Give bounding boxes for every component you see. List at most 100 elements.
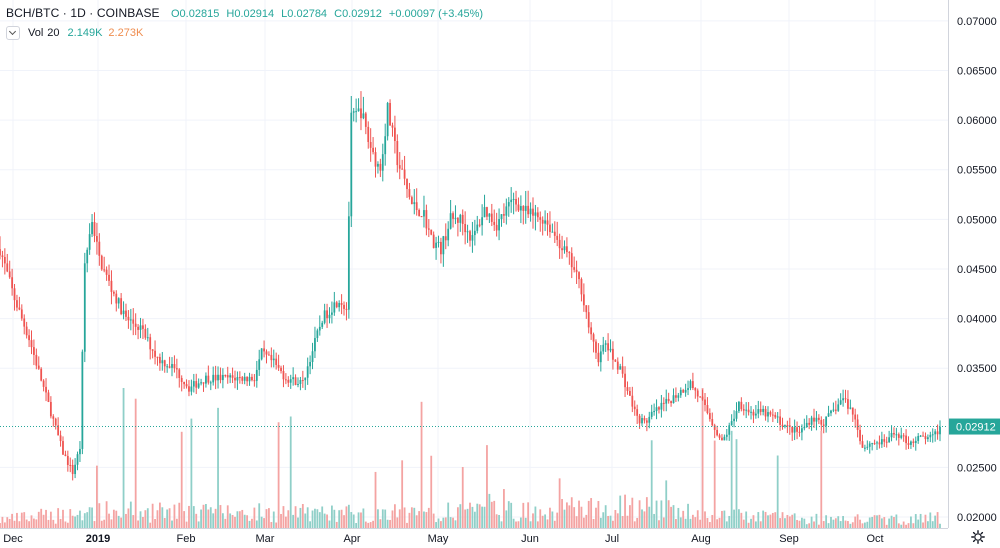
volume-bar [573,507,576,528]
candle-body [713,425,716,430]
volume-bar [292,514,295,528]
candle-body [275,358,278,365]
candle-body [432,234,435,248]
volume-bar [163,518,166,528]
x-tick-label: Aug [691,533,711,545]
volume-bar [774,512,777,528]
candle-body [192,381,195,387]
volume-bar [260,516,263,528]
candle-body [769,412,772,415]
chevron-down-icon[interactable] [6,26,20,40]
volume-bar [444,517,447,528]
candle-body [517,204,520,211]
candle-body [704,399,706,406]
candle-body [939,426,941,435]
candle-body [117,298,120,304]
volume-bar [158,502,161,528]
volume-bar [839,521,842,528]
volume-bar [621,516,624,528]
volume-bar [355,523,358,528]
volume-bar [270,522,273,528]
candle-body [529,208,532,215]
volume-bar [711,514,714,528]
volume-bar [478,504,481,528]
x-tick-label: Jun [521,533,539,545]
volume-bar [893,516,895,528]
volume-bar [926,521,929,528]
symbol-title[interactable]: BCH/BTC · 1D · COINBASE [6,6,160,20]
volume-bar [650,440,653,528]
volume-bar [321,506,324,528]
candle-body [495,224,498,231]
volume-bar [754,521,757,528]
candle-body [23,318,26,327]
volume-label[interactable]: Vol [28,27,44,39]
candle-body [817,417,820,420]
candle-body [326,310,328,319]
volume-bar [832,519,835,528]
candle-body [144,328,147,338]
candle-body [754,413,757,416]
x-tick-label: Feb [177,533,196,545]
volume-bar [316,509,319,528]
candle-body [801,428,803,433]
volume-bar [871,516,874,528]
candle-body [469,231,471,241]
gear-icon[interactable] [971,530,985,544]
candle-body [648,416,651,423]
candle-body [386,102,389,137]
volume-bar [98,503,101,528]
candle-body [854,414,857,420]
y-tick-label: 0.02500 [957,462,997,474]
volume-bar [461,467,464,528]
candle-body [13,288,16,301]
volume-bar [268,508,270,528]
candle-body [47,392,50,402]
volume-bar [413,507,416,528]
volume-bar [93,521,96,528]
candle-body [6,263,9,272]
volume-bar [71,515,74,528]
volume-bar [771,512,774,528]
volume-bar [272,511,275,528]
candle-body [212,374,215,383]
candle-body [861,441,864,448]
candle-body [512,198,515,200]
candle-body [602,344,605,352]
volume-bar [347,504,350,528]
candle-body [311,351,314,362]
volume-bar [716,519,719,528]
volume-bar [449,517,452,528]
candle-body [449,213,452,229]
volume-bar [372,520,374,528]
volume-bar [105,501,108,528]
volume-bar [86,512,89,528]
candle-body [253,380,256,382]
candle-body [510,199,513,203]
candle-body [219,374,222,381]
volume-bar [706,517,709,528]
volume-bar [66,522,69,528]
candle-body [112,291,115,294]
volume-bar [851,522,854,528]
volume-bar [476,503,479,528]
volume-bar [282,506,285,528]
volume-bar [759,521,762,528]
volume-bar [682,510,685,528]
candle-body [466,231,469,233]
volume-bar [847,521,849,528]
candle-body [536,212,539,218]
volume-bar [335,521,338,528]
volume-bar [115,510,118,528]
volume-bar [532,513,534,528]
volume-bar [289,416,292,528]
volume-bar [238,511,241,528]
candle-body [456,217,459,223]
candle-body [561,248,563,251]
candle-body [154,350,156,357]
volume-bar [897,523,900,528]
volume-bar [18,521,21,528]
volume-bar [888,518,891,528]
y-tick-label: 0.02000 [957,512,997,524]
